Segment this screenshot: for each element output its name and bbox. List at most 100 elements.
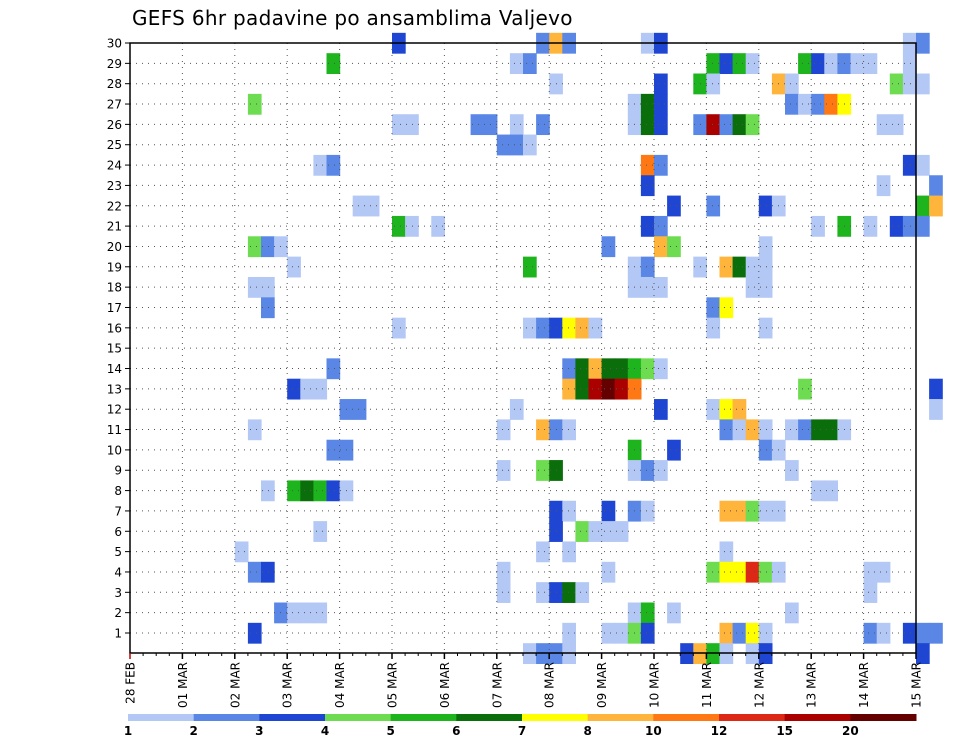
heatmap-cell	[313, 480, 328, 502]
heatmap-cell	[509, 53, 524, 75]
heatmap-cell	[405, 114, 419, 136]
y-tick-label: 26	[107, 118, 122, 132]
heatmap-cell	[562, 378, 576, 400]
heatmap-cell	[654, 215, 668, 237]
heatmap-cell	[745, 419, 760, 441]
x-tick-label: 06 MAR	[438, 662, 452, 708]
heatmap-cell	[562, 358, 576, 380]
heatmap-cell	[536, 460, 550, 481]
heatmap-cell	[785, 93, 799, 115]
heatmap-cell	[798, 419, 812, 441]
heatmap-cell	[863, 215, 878, 237]
heatmap-cell	[811, 215, 825, 237]
heatmap-cell	[706, 114, 721, 136]
heatmap-cell	[562, 541, 576, 563]
heatmap-cell	[523, 256, 537, 278]
heatmap-cell	[863, 582, 878, 603]
heatmap-cell	[745, 114, 760, 136]
heatmap-cell	[745, 561, 760, 583]
y-tick-label: 23	[107, 179, 122, 193]
heatmap-cell	[261, 276, 275, 298]
heatmap-cell	[667, 439, 681, 461]
y-tick-label: 15	[107, 342, 122, 356]
y-tick-label: 2	[114, 606, 122, 620]
heatmap-cell	[667, 195, 681, 217]
legend-swatch	[193, 714, 260, 721]
heatmap-cell	[850, 53, 865, 75]
y-tick-label: 8	[114, 484, 122, 498]
heatmap-cell	[588, 378, 603, 400]
heatmap-cell	[732, 256, 747, 278]
heatmap-cell	[902, 154, 917, 176]
heatmap-cell	[287, 602, 301, 624]
heatmap-cell	[640, 460, 655, 481]
legend-swatch	[784, 714, 851, 721]
legend-swatch	[128, 714, 195, 721]
heatmap-cell	[719, 500, 734, 522]
heatmap-cell	[352, 399, 367, 420]
heatmap-cell	[300, 480, 314, 502]
heatmap-cell	[732, 500, 747, 522]
heatmap-cell	[496, 561, 511, 583]
grid-lines	[130, 42, 916, 653]
x-tick-label: 28 FEB	[124, 662, 138, 704]
y-tick-label: 29	[107, 57, 122, 71]
legend-label: 2	[189, 724, 197, 738]
heatmap-cell	[758, 317, 773, 339]
heatmap-cell	[640, 114, 655, 136]
heatmap-cell	[889, 73, 904, 95]
heatmap-cell	[785, 73, 799, 95]
heatmap-cell	[523, 134, 537, 156]
y-tick-label: 25	[107, 138, 122, 152]
x-tick-label: 04 MAR	[333, 662, 347, 708]
heatmap-cell	[326, 358, 341, 380]
heatmap-cell	[562, 582, 576, 603]
heatmap-cell	[523, 53, 537, 75]
heatmap-cell	[247, 561, 262, 583]
y-tick-label: 7	[114, 504, 122, 518]
heatmap-cell	[562, 317, 576, 339]
y-tick-label: 30	[107, 37, 122, 51]
y-tick-label: 6	[114, 525, 122, 539]
heatmap-cell	[300, 602, 314, 624]
heatmap-cell	[313, 521, 328, 542]
heatmap-cell	[745, 622, 760, 644]
heatmap-cell	[326, 480, 341, 502]
heatmap-cell	[889, 114, 904, 136]
heatmap-cell	[614, 521, 629, 542]
heatmap-cell	[706, 317, 721, 339]
heatmap-cell	[614, 622, 629, 644]
heatmap-cell	[640, 215, 655, 237]
heatmap-cell	[654, 236, 668, 258]
legend-swatch	[719, 714, 786, 721]
heatmap-cell	[326, 154, 341, 176]
chart-title: GEFS 6hr padavine po ansamblima Valjevo	[132, 6, 573, 30]
heatmap-cell	[916, 643, 930, 665]
heatmap-cell	[824, 480, 838, 502]
heatmap-cell	[496, 582, 511, 603]
heatmap-cell	[562, 622, 576, 644]
heatmap-cell	[575, 378, 590, 400]
y-tick-label: 3	[114, 586, 122, 600]
x-tick-label: 13 MAR	[805, 662, 819, 708]
heatmap-cell	[916, 622, 930, 644]
heatmap-cell	[929, 378, 943, 400]
heatmap-cell	[785, 460, 799, 481]
heatmap-cell	[562, 500, 576, 522]
legend-label: 8	[583, 724, 591, 738]
heatmap-cell	[863, 622, 878, 644]
heatmap-cell	[247, 236, 262, 258]
y-tick-label: 1	[114, 627, 122, 641]
heatmap-cell	[706, 399, 721, 420]
legend-swatch	[390, 714, 457, 721]
heatmap-cell	[640, 256, 655, 278]
heatmap-cell	[287, 480, 301, 502]
heatmap-cell	[326, 439, 341, 461]
heatmap-cell	[732, 53, 747, 75]
heatmap-cell	[313, 602, 328, 624]
heatmap-cell	[916, 154, 930, 176]
y-tick-label: 24	[107, 159, 122, 173]
legend-swatch	[653, 714, 720, 721]
heatmap-cell	[575, 317, 590, 339]
heatmap-cell	[601, 521, 616, 542]
